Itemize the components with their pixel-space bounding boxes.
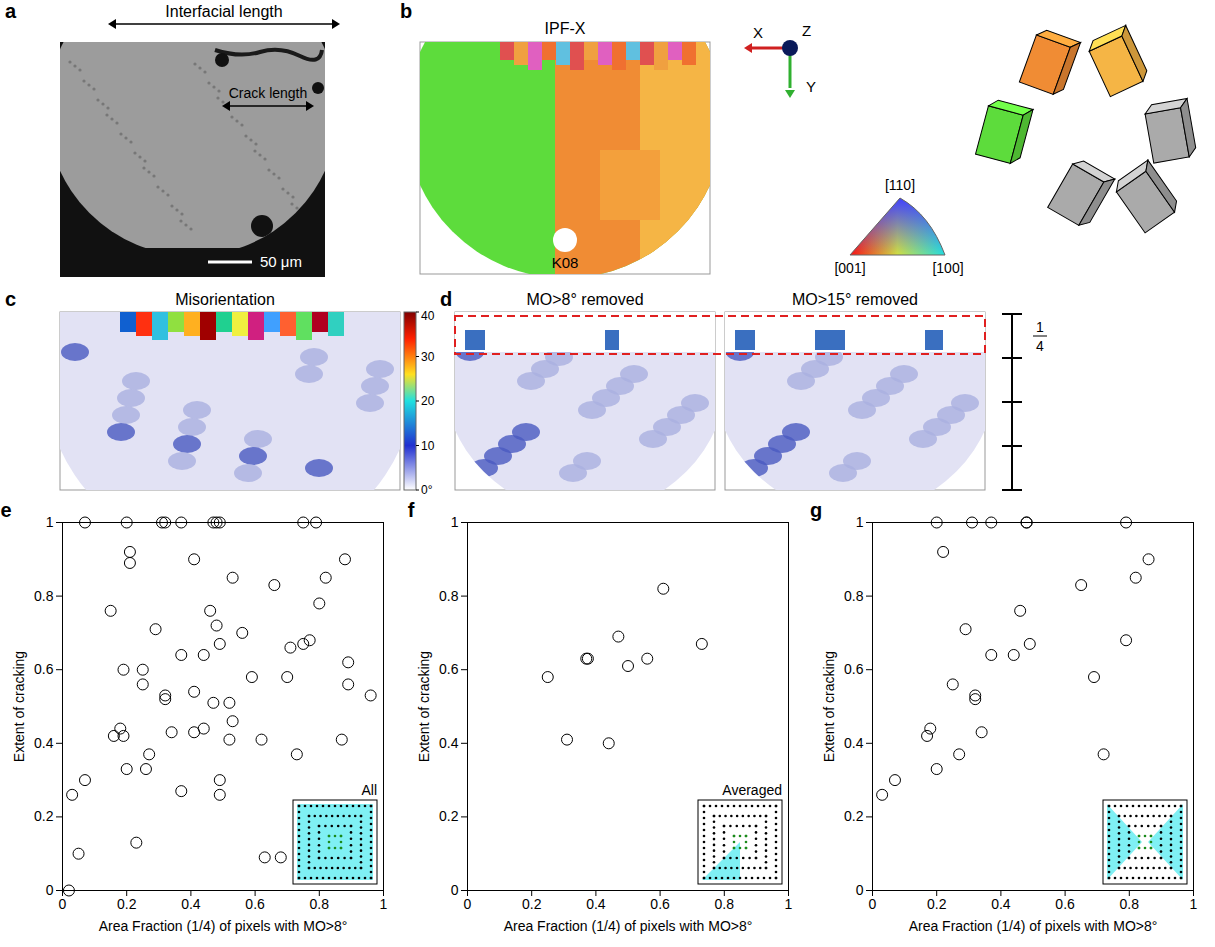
svg-text:X: X	[753, 24, 763, 41]
svg-text:0: 0	[464, 896, 472, 912]
svg-text:Z: Z	[802, 22, 811, 39]
svg-text:e: e	[0, 500, 11, 521]
svg-text:MO>15° removed: MO>15° removed	[792, 291, 918, 308]
svg-text:0: 0	[46, 882, 54, 898]
svg-text:1: 1	[46, 514, 54, 530]
svg-text:0.8: 0.8	[439, 588, 459, 604]
svg-text:4: 4	[1036, 338, 1044, 354]
svg-text:0.4: 0.4	[439, 735, 459, 751]
svg-text:b: b	[400, 0, 412, 22]
svg-text:0.6: 0.6	[1055, 896, 1075, 912]
svg-text:0.6: 0.6	[650, 896, 670, 912]
svg-text:0.6: 0.6	[844, 661, 864, 677]
svg-text:1: 1	[1036, 319, 1044, 335]
svg-text:0.4: 0.4	[844, 735, 864, 751]
svg-text:Area Fraction (1/4) of pixels: Area Fraction (1/4) of pixels with MO>8°	[99, 918, 348, 934]
svg-text:0.4: 0.4	[181, 896, 201, 912]
svg-text:1: 1	[1190, 896, 1198, 912]
svg-text:Extent of cracking: Extent of cracking	[821, 651, 837, 762]
svg-text:0: 0	[869, 896, 877, 912]
svg-text:0.4: 0.4	[991, 896, 1011, 912]
svg-text:Area Fraction (1/4) of pixels: Area Fraction (1/4) of pixels with MO>8°	[909, 918, 1158, 934]
svg-text:Area Fraction (1/4) of pixels: Area Fraction (1/4) of pixels with MO>8°	[504, 918, 753, 934]
svg-text:[110]: [110]	[885, 177, 915, 193]
svg-text:Extent of cracking: Extent of cracking	[11, 651, 27, 762]
svg-text:0: 0	[856, 882, 864, 898]
svg-text:Averaged: Averaged	[722, 782, 782, 798]
svg-text:1: 1	[856, 514, 864, 530]
svg-text:c: c	[5, 288, 16, 310]
svg-text:40: 40	[421, 309, 435, 323]
svg-text:Y: Y	[806, 78, 816, 95]
svg-text:g: g	[810, 500, 822, 521]
svg-text:IPF-X: IPF-X	[545, 20, 586, 37]
svg-text:0.2: 0.2	[927, 896, 947, 912]
svg-text:0.8: 0.8	[1120, 896, 1140, 912]
svg-text:K08: K08	[552, 254, 579, 271]
svg-text:[001]: [001]	[834, 260, 865, 276]
svg-text:Crack length: Crack length	[229, 85, 308, 101]
svg-text:0.4: 0.4	[34, 735, 54, 751]
svg-text:0: 0	[59, 896, 67, 912]
svg-text:0.6: 0.6	[245, 896, 265, 912]
svg-text:a: a	[5, 0, 17, 22]
svg-text:1: 1	[451, 514, 459, 530]
svg-text:10: 10	[421, 439, 435, 453]
svg-text:0.6: 0.6	[439, 661, 459, 677]
svg-text:1: 1	[785, 896, 793, 912]
svg-text:50 μm: 50 μm	[260, 253, 302, 270]
svg-text:All: All	[361, 782, 377, 798]
svg-text:Extent of cracking: Extent of cracking	[416, 651, 432, 762]
svg-text:0.8: 0.8	[715, 896, 735, 912]
svg-text:MO>8° removed: MO>8° removed	[526, 291, 643, 308]
svg-text:0.6: 0.6	[34, 661, 54, 677]
svg-text:0.2: 0.2	[522, 896, 542, 912]
svg-text:0.8: 0.8	[844, 588, 864, 604]
svg-text:0.8: 0.8	[310, 896, 330, 912]
svg-text:1: 1	[380, 896, 388, 912]
svg-text:0.2: 0.2	[439, 808, 459, 824]
svg-text:Interfacial length: Interfacial length	[165, 3, 282, 20]
svg-text:0°: 0°	[421, 483, 433, 497]
svg-text:Misorientation: Misorientation	[175, 291, 275, 308]
svg-text:f: f	[408, 500, 415, 521]
svg-text:20: 20	[421, 394, 435, 408]
svg-text:0.2: 0.2	[844, 808, 864, 824]
svg-text:0.2: 0.2	[117, 896, 137, 912]
svg-text:0.8: 0.8	[34, 588, 54, 604]
svg-text:30: 30	[421, 350, 435, 364]
svg-text:[100]: [100]	[932, 260, 963, 276]
svg-text:0.4: 0.4	[586, 896, 606, 912]
svg-text:0.2: 0.2	[34, 808, 54, 824]
svg-text:0: 0	[451, 882, 459, 898]
svg-text:d: d	[440, 288, 452, 310]
